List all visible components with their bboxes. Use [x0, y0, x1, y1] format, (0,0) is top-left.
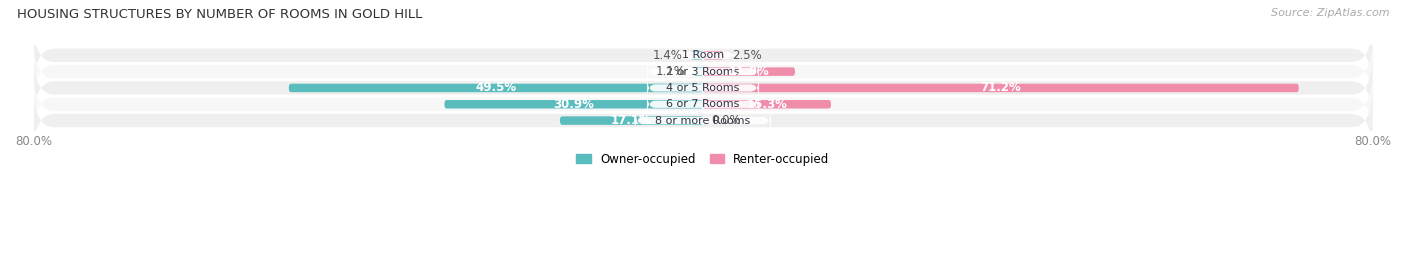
Text: 30.9%: 30.9%: [554, 98, 595, 111]
Text: Source: ZipAtlas.com: Source: ZipAtlas.com: [1271, 8, 1389, 18]
FancyBboxPatch shape: [34, 86, 1372, 155]
FancyBboxPatch shape: [647, 59, 759, 84]
Text: 2 or 3 Rooms: 2 or 3 Rooms: [666, 67, 740, 77]
FancyBboxPatch shape: [288, 84, 703, 92]
Text: 1 Room: 1 Room: [682, 50, 724, 60]
FancyBboxPatch shape: [444, 100, 703, 109]
FancyBboxPatch shape: [693, 68, 703, 76]
Text: 1.1%: 1.1%: [655, 65, 686, 78]
FancyBboxPatch shape: [671, 43, 735, 68]
FancyBboxPatch shape: [703, 51, 724, 60]
FancyBboxPatch shape: [692, 51, 703, 60]
Text: 49.5%: 49.5%: [475, 82, 516, 94]
Text: 4 or 5 Rooms: 4 or 5 Rooms: [666, 83, 740, 93]
FancyBboxPatch shape: [34, 21, 1372, 89]
Text: 15.3%: 15.3%: [747, 98, 787, 111]
FancyBboxPatch shape: [647, 75, 759, 101]
Text: 0.0%: 0.0%: [711, 114, 741, 127]
Text: 8 or more Rooms: 8 or more Rooms: [655, 116, 751, 126]
FancyBboxPatch shape: [34, 54, 1372, 122]
FancyBboxPatch shape: [636, 108, 770, 133]
Text: 2.5%: 2.5%: [733, 49, 762, 62]
FancyBboxPatch shape: [560, 116, 703, 125]
Text: 6 or 7 Rooms: 6 or 7 Rooms: [666, 99, 740, 109]
Text: HOUSING STRUCTURES BY NUMBER OF ROOMS IN GOLD HILL: HOUSING STRUCTURES BY NUMBER OF ROOMS IN…: [17, 8, 422, 21]
FancyBboxPatch shape: [703, 68, 794, 76]
Legend: Owner-occupied, Renter-occupied: Owner-occupied, Renter-occupied: [572, 148, 834, 170]
FancyBboxPatch shape: [647, 92, 759, 117]
FancyBboxPatch shape: [34, 70, 1372, 139]
Text: 1.4%: 1.4%: [652, 49, 683, 62]
FancyBboxPatch shape: [703, 84, 1299, 92]
Text: 71.2%: 71.2%: [980, 82, 1021, 94]
FancyBboxPatch shape: [34, 38, 1372, 106]
FancyBboxPatch shape: [703, 100, 831, 109]
Text: 11.0%: 11.0%: [728, 65, 769, 78]
Text: 17.1%: 17.1%: [612, 114, 652, 127]
